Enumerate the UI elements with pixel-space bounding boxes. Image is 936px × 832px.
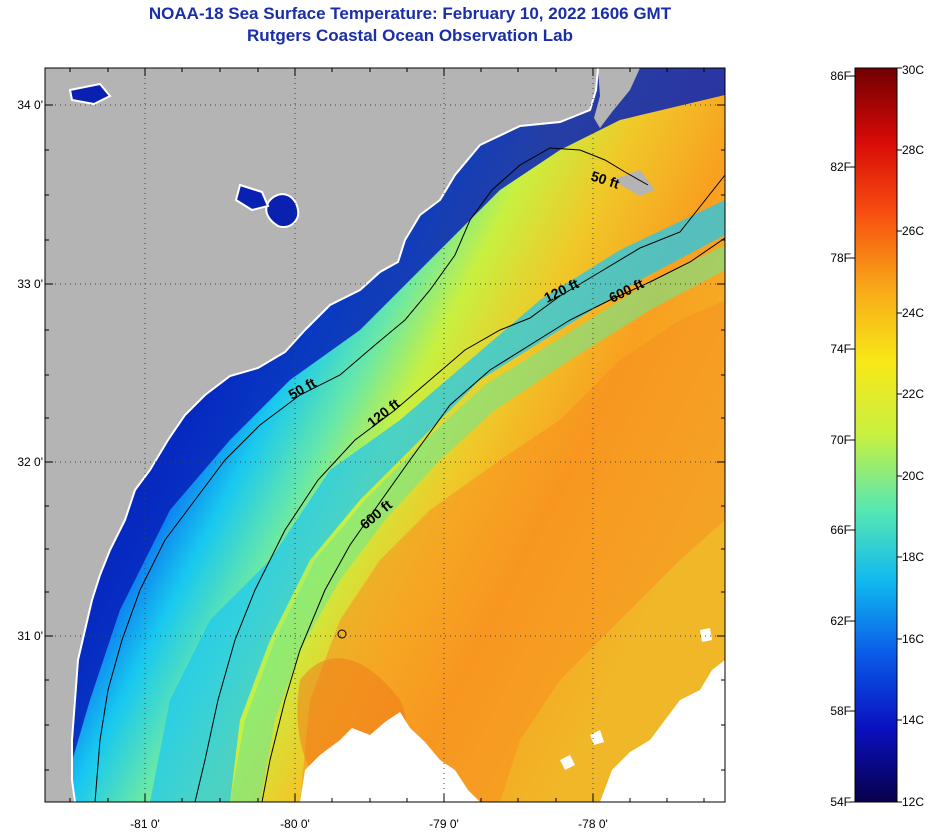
inland-lake-2	[234, 183, 270, 212]
colorbar-c-label-30: 30C	[902, 63, 924, 77]
cloud-mask-southeast	[600, 660, 725, 802]
colorbar-c-label-20: 20C	[902, 469, 924, 483]
gulfstream-warm-core	[300, 300, 725, 802]
lon-label-81: -81 0'	[130, 817, 160, 831]
colorbar-f-label-78: 78F	[830, 251, 851, 265]
colorbar-c-label-16: 16C	[902, 632, 924, 646]
colorbar-f-label-74: 74F	[830, 342, 851, 356]
cloud-specks-se	[560, 628, 712, 770]
lon-label-79: -79 0'	[429, 817, 459, 831]
map-panel: 50 ft 50 ft 120 ft 120 ft 600 ft 600 ft	[45, 68, 725, 802]
lat-label-33: 33 0'	[17, 277, 43, 291]
lat-label-31: 31 0'	[17, 629, 43, 643]
land-mass	[45, 68, 598, 802]
inland-lake-1	[265, 193, 300, 228]
map-subtitle: Rutgers Coastal Ocean Observation Lab	[247, 26, 573, 45]
contour-120ft	[194, 174, 725, 802]
colorbar-c-label-18: 18C	[902, 550, 924, 564]
colorbar-c-label-24: 24C	[902, 306, 924, 320]
inland-lake-3	[68, 82, 112, 106]
axis-ticks	[45, 68, 725, 802]
colorbar-f-label-58: 58F	[830, 704, 851, 718]
map-frame	[44, 67, 726, 803]
colorbar-f-label-70: 70F	[830, 433, 851, 447]
lon-label-80: -80 0'	[280, 817, 310, 831]
contour-50ft	[94, 147, 649, 802]
colorbar	[854, 67, 898, 803]
station-marker	[337, 629, 347, 639]
colorbar-c-label-12: 12C	[902, 795, 924, 809]
colorbar-f-label-62: 62F	[830, 614, 851, 628]
cape-fear-shoal	[612, 170, 655, 196]
colorbar-ticks	[850, 67, 902, 803]
cyan-midshelf-band	[150, 200, 725, 802]
lon-label-78: -78 0'	[578, 817, 608, 831]
lat-label-32: 32 0'	[17, 455, 43, 469]
barrier-islands-north	[594, 68, 640, 128]
colorbar-c-label-28: 28C	[902, 143, 924, 157]
coastline	[71, 68, 599, 802]
colorbar-f-label-66: 66F	[830, 523, 851, 537]
map-title: NOAA-18 Sea Surface Temperature: Februar…	[148, 4, 672, 23]
colorbar-f-label-82: 82F	[830, 160, 851, 174]
colorbar-c-label-22: 22C	[902, 387, 924, 401]
colorbar-f-label-86: 86F	[830, 69, 851, 83]
lat-label-34: 34 0'	[17, 98, 43, 112]
colorbar-c-label-14: 14C	[902, 713, 924, 727]
graticule	[45, 68, 725, 802]
contour-600ft	[261, 237, 725, 802]
cloud-mask-south	[300, 712, 480, 802]
colorbar-f-label-54: 54F	[830, 795, 851, 809]
colorbar-c-label-26: 26C	[902, 224, 924, 238]
